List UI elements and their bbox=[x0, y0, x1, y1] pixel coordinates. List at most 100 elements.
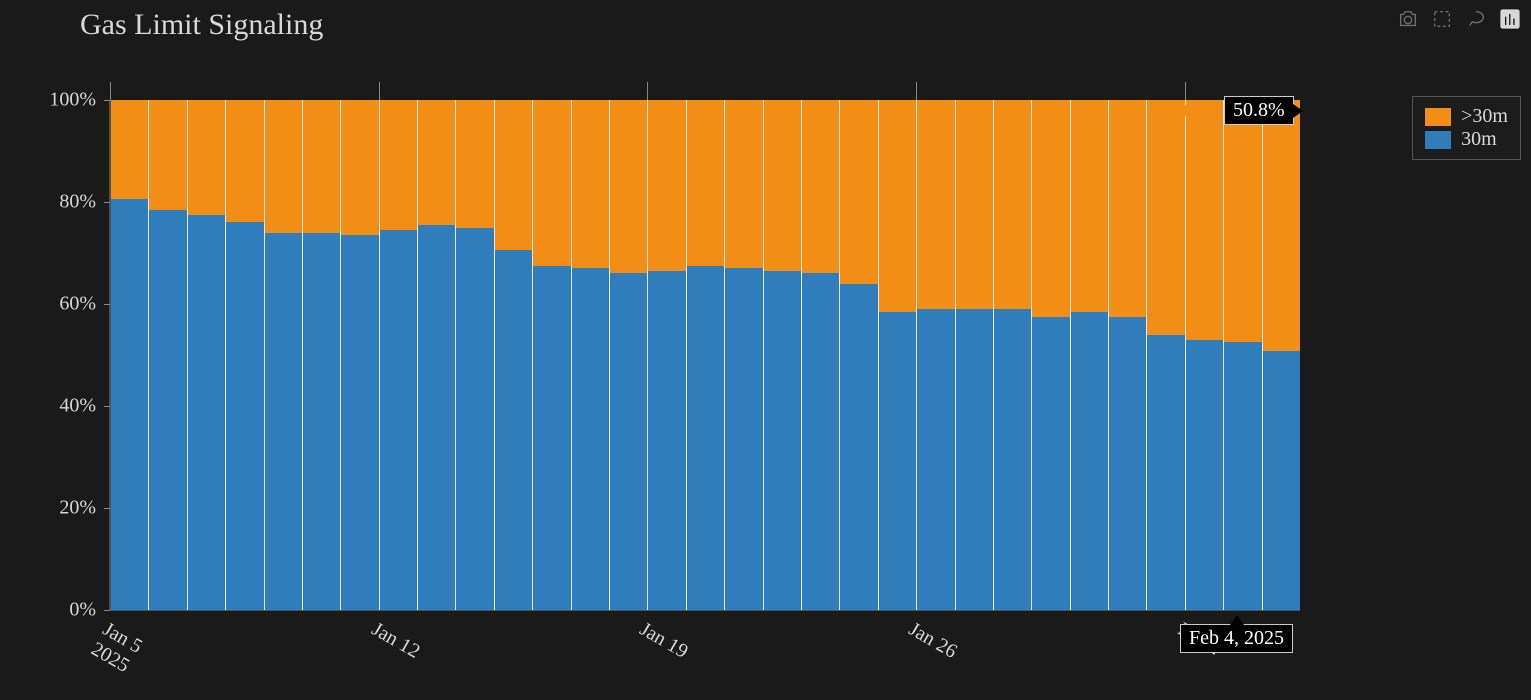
bar[interactable] bbox=[572, 100, 609, 610]
bar-divider bbox=[187, 100, 188, 610]
bar[interactable] bbox=[687, 100, 724, 610]
camera-icon[interactable] bbox=[1397, 8, 1419, 30]
lasso-icon[interactable] bbox=[1465, 8, 1487, 30]
bar-segment-30m bbox=[495, 250, 532, 610]
bar-divider bbox=[264, 100, 265, 610]
bar-segment-30m bbox=[725, 268, 762, 610]
y-tick-label: 80% bbox=[59, 191, 96, 214]
hover-date-box: Feb 4, 2025 bbox=[1180, 624, 1293, 653]
legend-item-over30m[interactable]: >30m bbox=[1425, 105, 1508, 128]
bar[interactable] bbox=[725, 100, 762, 610]
bar-segment-over30m bbox=[1109, 100, 1146, 317]
bar-divider bbox=[417, 100, 418, 610]
legend-swatch bbox=[1425, 131, 1451, 149]
bar-divider bbox=[955, 100, 956, 610]
bar-divider bbox=[225, 100, 226, 610]
bar[interactable] bbox=[956, 100, 993, 610]
bar[interactable] bbox=[840, 100, 877, 610]
bar-segment-30m bbox=[456, 228, 493, 611]
bar-divider bbox=[724, 100, 725, 610]
bar-segment-over30m bbox=[1147, 100, 1184, 335]
bar[interactable] bbox=[1263, 100, 1300, 610]
bar[interactable] bbox=[226, 100, 263, 610]
bar[interactable] bbox=[610, 100, 647, 610]
bar-segment-30m bbox=[802, 273, 839, 610]
bar-segment-30m bbox=[1224, 342, 1261, 610]
bar-segment-30m bbox=[111, 199, 148, 610]
bar-divider bbox=[686, 100, 687, 610]
bar-toggle-icon[interactable] bbox=[1499, 8, 1521, 30]
bar[interactable] bbox=[917, 100, 954, 610]
bar-segment-over30m bbox=[802, 100, 839, 273]
bar-segment-over30m bbox=[380, 100, 417, 230]
bar[interactable] bbox=[1224, 100, 1261, 610]
bar-segment-over30m bbox=[1186, 100, 1223, 340]
bar-segment-30m bbox=[1263, 351, 1300, 610]
y-tick-label: 0% bbox=[69, 599, 96, 622]
bar-segment-over30m bbox=[265, 100, 302, 233]
bar[interactable] bbox=[764, 100, 801, 610]
bar[interactable] bbox=[1147, 100, 1184, 610]
bar-segment-30m bbox=[1071, 312, 1108, 610]
bar-segment-30m bbox=[418, 225, 455, 610]
bar-segment-30m bbox=[533, 266, 570, 610]
bar[interactable] bbox=[188, 100, 225, 610]
bar[interactable] bbox=[879, 100, 916, 610]
bar-divider bbox=[878, 100, 879, 610]
bar-segment-over30m bbox=[879, 100, 916, 312]
bar[interactable] bbox=[495, 100, 532, 610]
bar[interactable] bbox=[1109, 100, 1146, 610]
bar-divider bbox=[1031, 100, 1032, 610]
bar-divider bbox=[532, 100, 533, 610]
bar-divider bbox=[609, 100, 610, 610]
bar-divider bbox=[839, 100, 840, 610]
bar[interactable] bbox=[648, 100, 685, 610]
bar-segment-30m bbox=[265, 233, 302, 610]
hover-value-box: 50.8% bbox=[1224, 96, 1294, 125]
bar-segment-over30m bbox=[572, 100, 609, 268]
x-tick-label: Jan 26 bbox=[905, 618, 961, 664]
bar-divider bbox=[1146, 100, 1147, 610]
chart-container: Gas Limit Signaling 0%20%40%60%80%100%Ja… bbox=[0, 0, 1531, 700]
legend-item-30m[interactable]: 30m bbox=[1425, 128, 1508, 151]
x-tick-mark bbox=[647, 82, 648, 100]
bar-segment-30m bbox=[226, 222, 263, 610]
bar-segment-30m bbox=[380, 230, 417, 610]
bar-divider bbox=[340, 100, 341, 610]
bar-segment-over30m bbox=[418, 100, 455, 225]
y-tick-mark bbox=[104, 202, 110, 203]
bar[interactable] bbox=[380, 100, 417, 610]
bar-segment-over30m bbox=[956, 100, 993, 309]
bar[interactable] bbox=[1032, 100, 1069, 610]
legend[interactable]: >30m 30m bbox=[1412, 96, 1521, 160]
bar-divider bbox=[993, 100, 994, 610]
bar[interactable] bbox=[1071, 100, 1108, 610]
select-box-icon[interactable] bbox=[1431, 8, 1453, 30]
bar-segment-over30m bbox=[149, 100, 186, 210]
bar-divider bbox=[1185, 100, 1186, 610]
bar-segment-over30m bbox=[840, 100, 877, 284]
bar-segment-over30m bbox=[303, 100, 340, 233]
bar[interactable] bbox=[149, 100, 186, 610]
bar-segment-over30m bbox=[1263, 100, 1300, 351]
bar[interactable] bbox=[418, 100, 455, 610]
bar[interactable] bbox=[533, 100, 570, 610]
bar-divider bbox=[494, 100, 495, 610]
bar-segment-30m bbox=[1032, 317, 1069, 610]
x-tick-mark bbox=[916, 82, 917, 100]
bar[interactable] bbox=[111, 100, 148, 610]
bar-segment-30m bbox=[1109, 317, 1146, 610]
bar[interactable] bbox=[265, 100, 302, 610]
x-tick-mark bbox=[379, 82, 380, 100]
bar[interactable] bbox=[802, 100, 839, 610]
x-tick-label: Jan 19 bbox=[636, 618, 692, 664]
plot-area[interactable]: 0%20%40%60%80%100%Jan 52025Jan 12Jan 19J… bbox=[110, 100, 1300, 610]
bar[interactable] bbox=[994, 100, 1031, 610]
bar[interactable] bbox=[303, 100, 340, 610]
bar[interactable] bbox=[456, 100, 493, 610]
y-tick-label: 20% bbox=[59, 497, 96, 520]
bar[interactable] bbox=[341, 100, 378, 610]
bar-segment-over30m bbox=[648, 100, 685, 271]
bar-segment-30m bbox=[994, 309, 1031, 610]
bar[interactable] bbox=[1186, 100, 1223, 610]
